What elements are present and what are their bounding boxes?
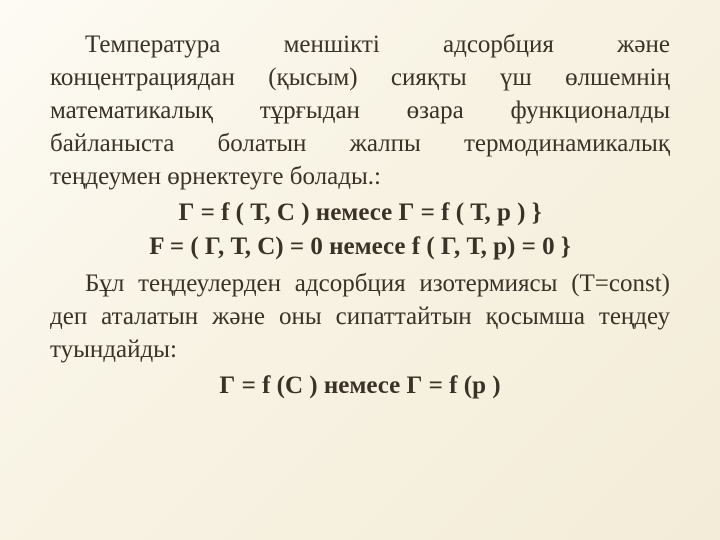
equation-1: Г = f ( Т, С ) немесе Г = f ( Т, р ) } [50, 199, 670, 227]
equation-2: F = ( Г, Т, С) = 0 немесе f ( Г, Т, р) =… [50, 233, 670, 261]
slide-container: Температура меншікті адсорбция және конц… [0, 0, 720, 540]
paragraph-2: Бұл теңдеулерден адсорбция изотермиясы (… [50, 267, 670, 366]
equation-3: Г = f (С ) немесе Г = f (р ) [50, 372, 670, 400]
paragraph-1: Температура меншікті адсорбция және конц… [50, 28, 670, 193]
